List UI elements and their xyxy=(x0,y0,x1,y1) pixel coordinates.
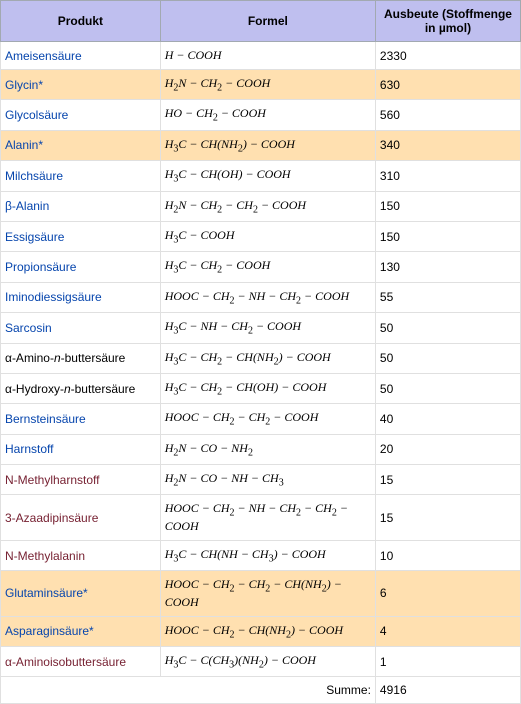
table-row: EssigsäureH3C − COOH150 xyxy=(1,221,521,251)
formula-cell: H3C − CH(NH − CH3) − COOH xyxy=(160,540,375,570)
yield-cell: 4 xyxy=(375,616,520,646)
yield-cell: 150 xyxy=(375,191,520,221)
product-cell: 3-Azaadipinsäure xyxy=(1,495,161,540)
formula-cell: H3C − CH2 − CH(OH) − COOH xyxy=(160,373,375,403)
yield-cell: 1 xyxy=(375,647,520,677)
formula-cell: H2N − CO − NH2 xyxy=(160,434,375,464)
product-cell: α-Amino-n-buttersäure xyxy=(1,343,161,373)
formula-cell: HOOC − CH2 − NH − CH2 − CH2 − COOH xyxy=(160,495,375,540)
table-row: IminodiessigsäureHOOC − CH2 − NH − CH2 −… xyxy=(1,282,521,312)
yield-cell: 340 xyxy=(375,130,520,160)
yield-cell: 15 xyxy=(375,465,520,495)
product-cell[interactable]: Sarcosin xyxy=(1,313,161,343)
formula-cell: H3C − CH2 − COOH xyxy=(160,252,375,282)
table-row: SarcosinH3C − NH − CH2 − COOH50 xyxy=(1,313,521,343)
formula-cell: H2N − CH2 − COOH xyxy=(160,70,375,100)
product-cell[interactable]: Alanin* xyxy=(1,130,161,160)
table-row: AmeisensäureH − COOH2330 xyxy=(1,42,521,70)
product-cell[interactable]: Harnstoff xyxy=(1,434,161,464)
formula-cell: HOOC − CH2 − CH2 − COOH xyxy=(160,404,375,434)
formula-cell: HOOC − CH2 − NH − CH2 − COOH xyxy=(160,282,375,312)
formula-cell: H2N − CH2 − CH2 − COOH xyxy=(160,191,375,221)
product-cell[interactable]: Essigsäure xyxy=(1,221,161,251)
yield-cell: 560 xyxy=(375,100,520,130)
yield-cell: 40 xyxy=(375,404,520,434)
col-header-yield: Ausbeute (Stoffmenge in µmol) xyxy=(375,1,520,42)
table-row: GlycolsäureHO − CH2 − COOH560 xyxy=(1,100,521,130)
sum-label: Summe: xyxy=(1,677,376,704)
product-cell: α-Aminoisobuttersäure xyxy=(1,647,161,677)
product-cell: N-Methylharnstoff xyxy=(1,465,161,495)
table-row: Glutaminsäure*HOOC − CH2 − CH2 − CH(NH2)… xyxy=(1,571,521,616)
yield-cell: 15 xyxy=(375,495,520,540)
table-row: α-Hydroxy-n-buttersäureH3C − CH2 − CH(OH… xyxy=(1,373,521,403)
table-row: Alanin*H3C − CH(NH2) − COOH340 xyxy=(1,130,521,160)
yield-cell: 6 xyxy=(375,571,520,616)
sum-value: 4916 xyxy=(375,677,520,704)
formula-cell: HO − CH2 − COOH xyxy=(160,100,375,130)
table-row: MilchsäureH3C − CH(OH) − COOH310 xyxy=(1,161,521,191)
yield-cell: 10 xyxy=(375,540,520,570)
formula-cell: H3C − COOH xyxy=(160,221,375,251)
formula-cell: H3C − C(CH3)(NH2) − COOH xyxy=(160,647,375,677)
formula-cell: H3C − CH2 − CH(NH2) − COOH xyxy=(160,343,375,373)
product-cell: N-Methylalanin xyxy=(1,540,161,570)
product-cell[interactable]: Asparaginsäure* xyxy=(1,616,161,646)
yield-cell: 630 xyxy=(375,70,520,100)
formula-cell: H − COOH xyxy=(160,42,375,70)
table-row: Asparaginsäure*HOOC − CH2 − CH(NH2) − CO… xyxy=(1,616,521,646)
product-cell[interactable]: β-Alanin xyxy=(1,191,161,221)
formula-cell: H3C − NH − CH2 − COOH xyxy=(160,313,375,343)
product-cell[interactable]: Glutaminsäure* xyxy=(1,571,161,616)
col-header-formula: Formel xyxy=(160,1,375,42)
col-header-product: Produkt xyxy=(1,1,161,42)
formula-cell: HOOC − CH2 − CH(NH2) − COOH xyxy=(160,616,375,646)
table-row: α-Amino-n-buttersäureH3C − CH2 − CH(NH2)… xyxy=(1,343,521,373)
yield-cell: 310 xyxy=(375,161,520,191)
yield-cell: 50 xyxy=(375,343,520,373)
product-cell[interactable]: Ameisensäure xyxy=(1,42,161,70)
table-row: N-MethylharnstoffH2N − CO − NH − CH315 xyxy=(1,465,521,495)
formula-cell: HOOC − CH2 − CH2 − CH(NH2) − COOH xyxy=(160,571,375,616)
product-cell[interactable]: Milchsäure xyxy=(1,161,161,191)
formula-cell: H3C − CH(NH2) − COOH xyxy=(160,130,375,160)
yield-cell: 55 xyxy=(375,282,520,312)
formula-cell: H3C − CH(OH) − COOH xyxy=(160,161,375,191)
yield-cell: 50 xyxy=(375,313,520,343)
table-row: BernsteinsäureHOOC − CH2 − CH2 − COOH40 xyxy=(1,404,521,434)
product-cell[interactable]: Glycolsäure xyxy=(1,100,161,130)
yield-cell: 150 xyxy=(375,221,520,251)
data-table: Produkt Formel Ausbeute (Stoffmenge in µ… xyxy=(0,0,521,704)
formula-cell: H2N − CO − NH − CH3 xyxy=(160,465,375,495)
yield-cell: 130 xyxy=(375,252,520,282)
product-cell[interactable]: Bernsteinsäure xyxy=(1,404,161,434)
table-row: N-MethylalaninH3C − CH(NH − CH3) − COOH1… xyxy=(1,540,521,570)
yield-cell: 20 xyxy=(375,434,520,464)
table-row: α-AminoisobuttersäureH3C − C(CH3)(NH2) −… xyxy=(1,647,521,677)
table-row: 3-AzaadipinsäureHOOC − CH2 − NH − CH2 − … xyxy=(1,495,521,540)
yield-cell: 2330 xyxy=(375,42,520,70)
yield-cell: 50 xyxy=(375,373,520,403)
sum-row: Summe:4916 xyxy=(1,677,521,704)
table-row: β-AlaninH2N − CH2 − CH2 − COOH150 xyxy=(1,191,521,221)
table-row: Glycin*H2N − CH2 − COOH630 xyxy=(1,70,521,100)
product-cell[interactable]: Glycin* xyxy=(1,70,161,100)
product-cell[interactable]: Propionsäure xyxy=(1,252,161,282)
product-cell[interactable]: Iminodiessigsäure xyxy=(1,282,161,312)
table-row: HarnstoffH2N − CO − NH220 xyxy=(1,434,521,464)
product-cell: α-Hydroxy-n-buttersäure xyxy=(1,373,161,403)
table-row: PropionsäureH3C − CH2 − COOH130 xyxy=(1,252,521,282)
